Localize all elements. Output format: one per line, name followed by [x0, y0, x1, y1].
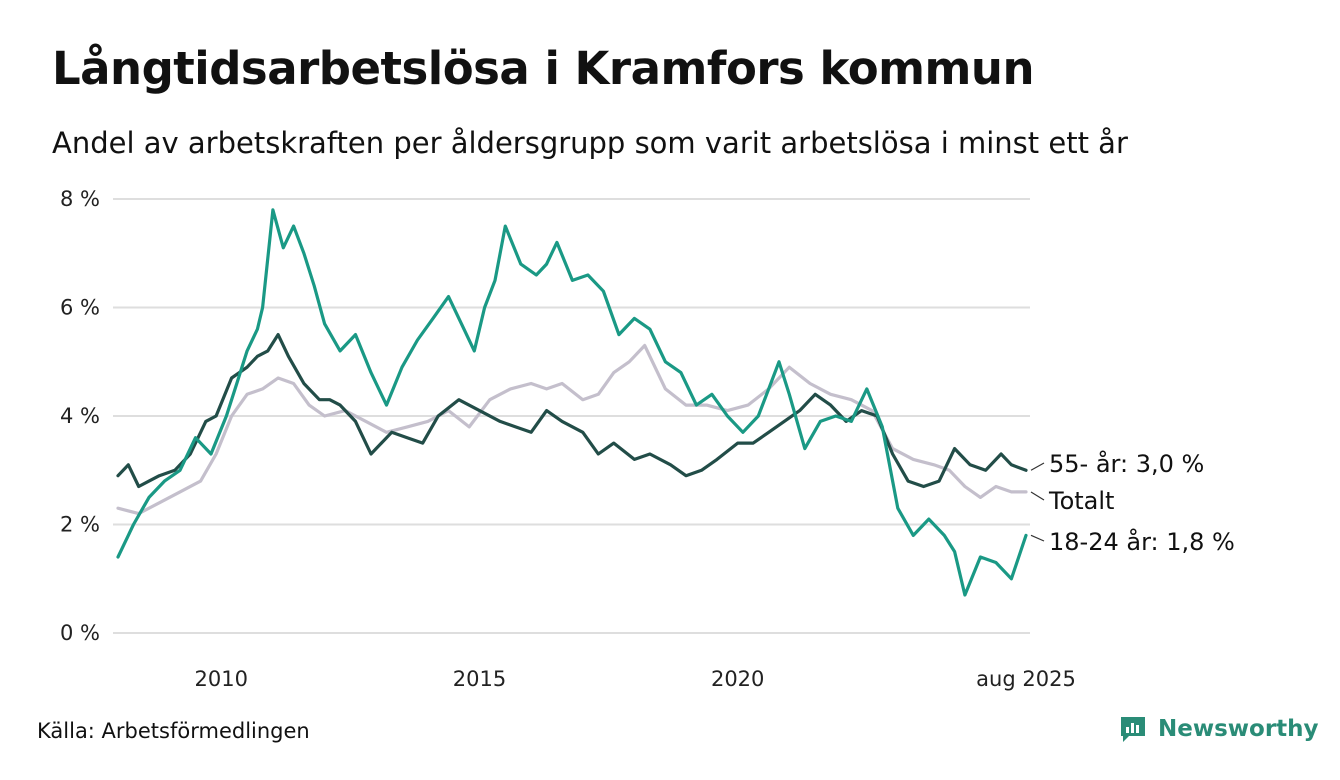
brand-logo[interactable]: Newsworthy	[1118, 714, 1319, 744]
end-labels: 55- år: 3,0 % Totalt 18-24 år: 1,8 %	[1030, 449, 1235, 556]
leader-line	[1030, 534, 1045, 542]
series-end-label: 18-24 år: 1,8 %	[1049, 527, 1235, 556]
x-tick-label: aug 2025	[976, 667, 1076, 691]
series-lines	[116, 208, 1028, 597]
x-tick-label: 2015	[453, 667, 506, 691]
y-axis-ticks: 0 % 2 % 4 % 6 % 8 %	[60, 187, 100, 645]
leader-line	[1030, 491, 1045, 501]
line-chart: 0 % 2 % 4 % 6 % 8 % 2010 2015 2020 aug 2025 55-…	[60, 187, 1235, 691]
y-tick-label: 4 %	[60, 404, 100, 428]
y-tick-label: 8 %	[60, 187, 100, 211]
y-tick-label: 6 %	[60, 296, 100, 320]
source-note: Källa: Arbetsförmedlingen	[37, 719, 310, 743]
x-axis-ticks: 2010 2015 2020 aug 2025	[195, 667, 1076, 691]
series-line-0	[116, 343, 1028, 516]
x-tick-label: 2020	[711, 667, 764, 691]
series-end-label: Totalt	[1048, 487, 1114, 515]
chart-subtitle: Andel av arbetskraften per åldersgrupp s…	[52, 126, 1128, 160]
series-end-label: 55- år: 3,0 %	[1049, 449, 1204, 478]
x-tick-label: 2010	[195, 667, 248, 691]
series-line-2	[116, 208, 1028, 597]
y-tick-label: 2 %	[60, 513, 100, 537]
y-tick-label: 0 %	[60, 621, 100, 645]
chart-title: Långtidsarbetslösa i Kramfors kommun	[52, 42, 1035, 95]
newsworthy-logo-icon	[1121, 717, 1145, 742]
gridlines	[113, 198, 1030, 634]
leader-line	[1030, 462, 1045, 471]
brand-name: Newsworthy	[1158, 716, 1319, 742]
